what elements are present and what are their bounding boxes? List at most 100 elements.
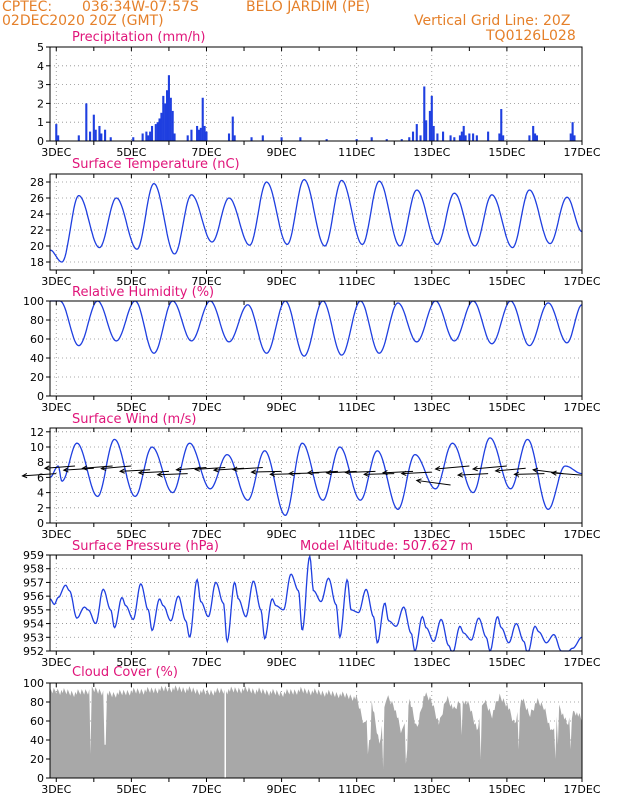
- precip-bar: [167, 75, 170, 141]
- precip-bar: [261, 135, 264, 141]
- precip-bar: [227, 133, 231, 141]
- precip-bar: [400, 139, 403, 141]
- x-tick-label: 7DEC: [191, 656, 221, 669]
- precip-bar: [92, 114, 95, 141]
- y-tick-label: 60: [30, 333, 44, 346]
- x-tick-label: 7DEC: [191, 401, 221, 414]
- precip-bar: [98, 125, 101, 141]
- precip-bar: [325, 139, 328, 141]
- precip-bar: [462, 125, 465, 141]
- wind-arrow: [82, 465, 113, 469]
- x-tick-label: 11DEC: [338, 146, 375, 159]
- x-axis-press: 3DEC 5DEC 7DEC 9DEC 11DEC 13DEC 15DEC 17DEC: [41, 555, 601, 669]
- wind-arrow: [232, 467, 263, 470]
- x-tick-label: 9DEC: [267, 528, 297, 541]
- wind-arrow-head: [456, 472, 463, 478]
- precip-bar: [203, 125, 206, 141]
- grid-wind: [50, 428, 582, 523]
- panel-title-precip: Precipitation (mm/h): [72, 30, 205, 45]
- y-tick-label: 26: [30, 192, 44, 205]
- wind-arrow: [514, 473, 545, 475]
- y-tick-label: 24: [30, 208, 44, 221]
- x-axis-cloud: 3DEC 5DEC 7DEC 9DEC 11DEC 13DEC 15DEC 17DEC: [41, 683, 601, 796]
- precip-bar: [408, 137, 411, 141]
- y-tick-label: 954: [23, 618, 44, 631]
- precip-bar: [77, 135, 80, 141]
- precip-bar: [571, 122, 574, 141]
- y-tick-label: 8: [37, 456, 44, 469]
- wind-arrow: [176, 467, 207, 471]
- wind-arrow-head: [100, 465, 107, 471]
- y-tick-label: 100: [23, 295, 44, 308]
- wind-arrow-head: [212, 467, 219, 473]
- grid-rh: [50, 301, 582, 396]
- x-tick-label: 3DEC: [41, 656, 71, 669]
- wind-arrow: [195, 467, 226, 470]
- x-tick-label: 13DEC: [413, 401, 450, 414]
- y-tick-label: 959: [23, 549, 44, 562]
- precip-bar: [370, 137, 373, 141]
- x-tick-label: 15DEC: [488, 401, 525, 414]
- wind-arrow: [120, 469, 151, 472]
- y-tick-label: 4: [37, 487, 44, 500]
- x-tick-label: 3DEC: [41, 783, 71, 796]
- y-tick-label: 956: [23, 590, 44, 603]
- y-tick-label: 5: [37, 41, 44, 54]
- y-tick-label: 100: [23, 677, 44, 690]
- precip-bar: [186, 135, 189, 141]
- header-center-label: CPTEC:: [2, 0, 53, 15]
- x-tick-label: 5DEC: [116, 528, 146, 541]
- panel-cloud: Cloud Cover (%) 0 20 40 60 80 100 3DEC 5DEC 7DEC 9…: [23, 665, 601, 796]
- wind-arrow-head: [156, 471, 163, 478]
- wind-arrow: [495, 467, 526, 472]
- x-tick-label: 17DEC: [563, 783, 600, 796]
- grid-precip: [50, 47, 582, 141]
- precip-bar: [104, 129, 107, 141]
- y-tick-label: 20: [30, 371, 44, 384]
- panel-title-wind: Surface Wind (m/s): [72, 412, 196, 427]
- x-tick-label: 7DEC: [191, 146, 221, 159]
- grid-temp: [50, 174, 582, 270]
- panel-frame-precip: [49, 46, 583, 142]
- wind-arrow-head: [62, 467, 69, 473]
- y-tick-label: 2: [37, 502, 44, 515]
- x-tick-label: 5DEC: [116, 783, 146, 796]
- wind-arrow-head: [306, 470, 313, 476]
- y-tick-label: 40: [30, 734, 44, 747]
- precip-bar: [502, 135, 505, 141]
- precip-bar: [458, 135, 462, 141]
- precip-bar: [165, 90, 169, 141]
- wind-arrow: [551, 472, 583, 476]
- precip-bar: [132, 137, 135, 141]
- x-tick-label: 17DEC: [563, 275, 600, 288]
- wind-arrow-head: [81, 465, 88, 471]
- wind-arrow: [401, 471, 432, 475]
- wind-arrow-head: [231, 466, 238, 472]
- precip-bar: [141, 133, 144, 141]
- precip-bars: [55, 75, 576, 141]
- precip-bar: [464, 135, 467, 141]
- precip-bar: [498, 133, 501, 141]
- precip-bar: [89, 131, 92, 141]
- precip-bar: [169, 97, 172, 141]
- x-axis-wind: 3DEC 5DEC 7DEC 9DEC 11DEC 13DEC 15DEC 17DEC: [41, 428, 601, 541]
- panel-frame-wind: [49, 427, 583, 524]
- x-tick-label: 3DEC: [41, 401, 71, 414]
- wind-arrow-head: [415, 478, 422, 484]
- precip-bar: [145, 131, 148, 141]
- x-tick-label: 13DEC: [413, 146, 450, 159]
- x-tick-label: 11DEC: [338, 656, 375, 669]
- precip-bar: [299, 137, 302, 141]
- wind-arrow-head: [194, 466, 201, 472]
- wind-arrow: [382, 470, 414, 474]
- precip-bar: [149, 131, 152, 141]
- wind-arrow-head: [325, 470, 332, 476]
- wind-arrow-head: [532, 467, 539, 473]
- y-tick-label: 20: [30, 753, 44, 766]
- precip-bar: [472, 133, 475, 141]
- precip-bar: [156, 122, 159, 141]
- panel-title-cloud: Cloud Cover (%): [72, 665, 178, 680]
- x-tick-label: 9DEC: [267, 146, 297, 159]
- x-tick-label: 7DEC: [191, 783, 221, 796]
- wind-arrow-head: [269, 471, 276, 477]
